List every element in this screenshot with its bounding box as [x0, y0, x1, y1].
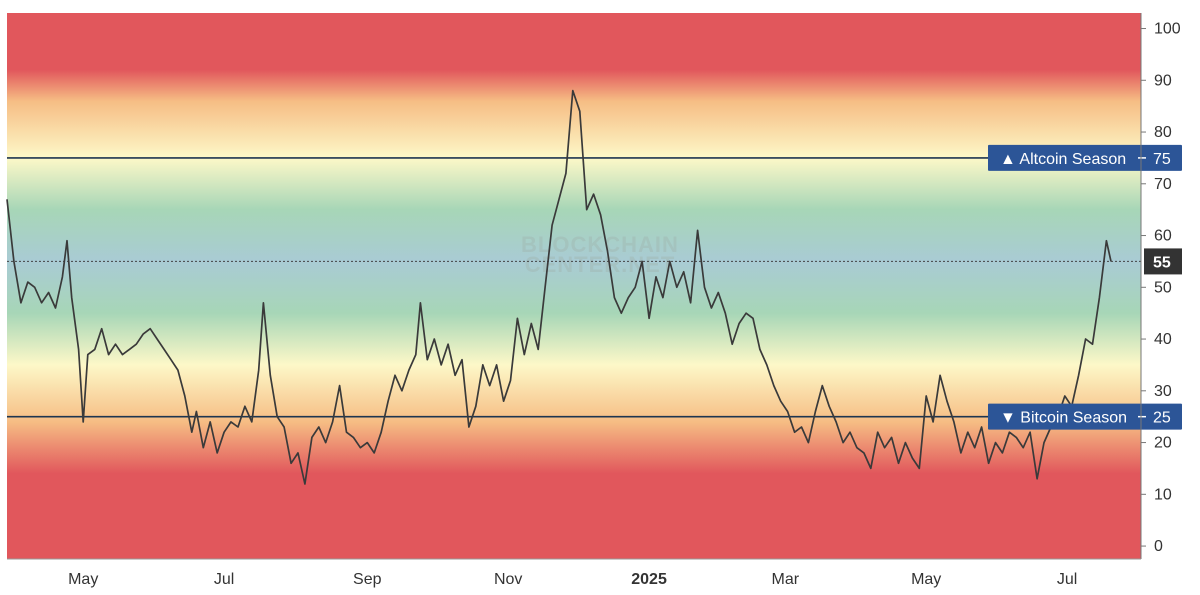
threshold-tag-value: 75	[1153, 151, 1171, 168]
threshold-tag-label: ▲ Altcoin Season	[1000, 151, 1126, 168]
threshold-tag: ▲ Altcoin Season 75	[988, 144, 1182, 171]
threshold-tag-value: 25	[1153, 410, 1171, 427]
x-tick-label: Mar	[772, 571, 800, 588]
x-tick-label: Jul	[214, 571, 234, 588]
y-tick-label: 10	[1154, 486, 1172, 503]
watermark-line-1: BLOCKCHAIN	[521, 232, 679, 257]
x-tick-label: Sep	[353, 571, 382, 588]
current-value-label: 55	[1153, 254, 1171, 271]
threshold-tag-box	[988, 144, 1182, 171]
y-tick-label: 40	[1154, 331, 1172, 348]
y-tick-label: 70	[1154, 176, 1172, 193]
x-tick-label: May	[68, 571, 98, 588]
y-tick-label: 60	[1154, 228, 1172, 245]
x-tick-label: Nov	[494, 571, 522, 588]
series-line	[6, 89, 1112, 485]
x-tick-label: May	[911, 571, 941, 588]
threshold-tag-label: ▼ Bitcoin Season	[1000, 410, 1127, 427]
threshold-tags: ▲ Altcoin Season 75 ▼ Bitcoin Season 25 55	[988, 144, 1182, 430]
y-tick-label: 30	[1154, 383, 1172, 400]
threshold-tag-box	[988, 403, 1182, 430]
x-tick-label: 2025	[631, 571, 667, 588]
y-tick-label: 90	[1154, 72, 1172, 89]
y-tick-label: 0	[1154, 538, 1163, 555]
y-tick-label: 50	[1154, 279, 1172, 296]
y-axis: 0 10 20 30 40 50 60 70 80 90 100	[1141, 21, 1181, 555]
y-tick-label: 20	[1154, 435, 1172, 452]
y-tick-label: 100	[1154, 21, 1181, 38]
watermark-line-2: CENTER.NET	[525, 252, 676, 277]
watermark: BLOCKCHAIN CENTER.NET	[521, 232, 679, 277]
y-tick-label: 80	[1154, 124, 1172, 141]
plot-background	[7, 13, 1141, 559]
current-value-tag: 55	[1144, 248, 1182, 275]
x-tick-label: Jul	[1057, 571, 1077, 588]
current-value-box	[1144, 248, 1182, 275]
x-axis: May Jul Sep Nov 2025 Mar May Jul	[68, 571, 1077, 588]
threshold-tag: ▼ Bitcoin Season 25	[988, 403, 1182, 430]
